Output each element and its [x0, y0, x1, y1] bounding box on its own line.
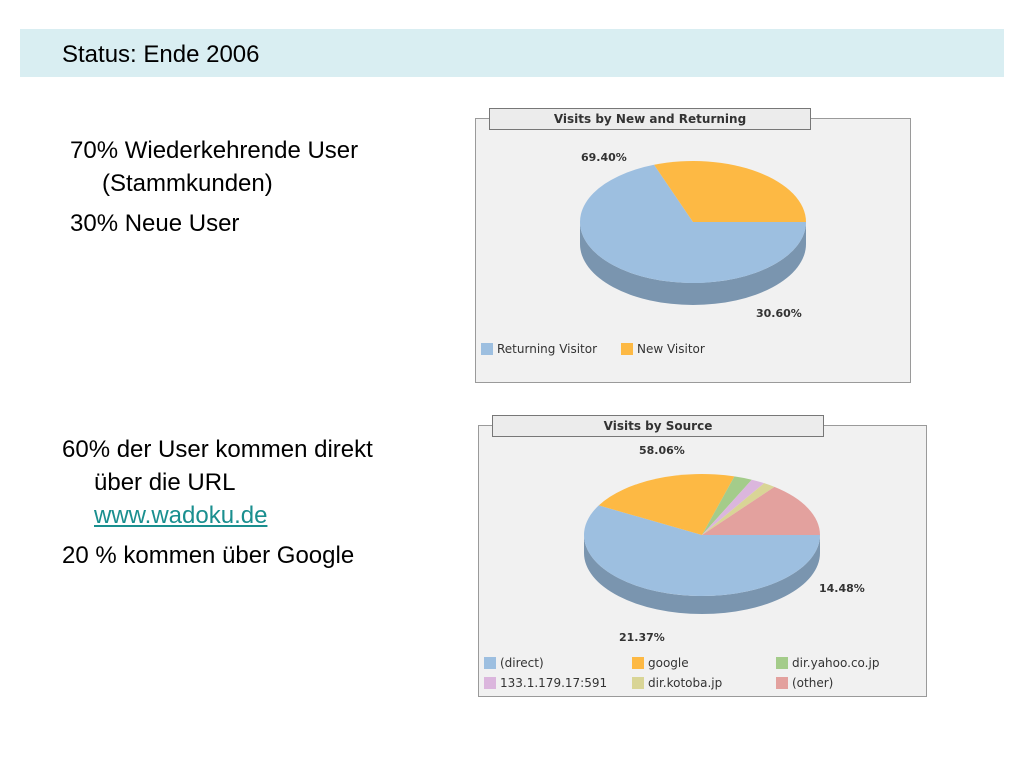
legend-swatch-4 [632, 677, 644, 689]
slide-title: Status: Ende 2006 [62, 41, 260, 68]
legend-item-1: google [632, 656, 689, 670]
legend-item-5: (other) [776, 676, 833, 690]
legend-swatch-5 [776, 677, 788, 689]
legend-swatch-2 [776, 657, 788, 669]
legend-item-3: 133.1.179.17:591 [484, 676, 607, 690]
pie-slice-4 [702, 483, 775, 535]
legend-label-1: google [648, 656, 689, 670]
legend-label-0: (direct) [500, 656, 544, 670]
legend-item-1: New Visitor [621, 342, 705, 356]
pie-side-0 [580, 222, 806, 305]
text-block-users: 70% Wiederkehrende User (Stammkunden) 30… [70, 134, 358, 240]
text-block-sources: 60% der User kommen direkt über die URL … [62, 433, 373, 572]
legend-item-4: dir.kotoba.jp [632, 676, 722, 690]
pie-chart-new-returning: 69.40% 30.60% [580, 151, 806, 320]
pie-slice-0 [584, 505, 820, 596]
text-returning-users: 70% Wiederkehrende User [70, 137, 359, 164]
legend-swatch-0 [481, 343, 493, 355]
pie-value-label-0: 58.06% [639, 444, 685, 457]
chart-new-returning: 69.40% 30.60% Returning Visitor New Visito… [475, 118, 911, 383]
pie-slice-1 [654, 161, 806, 222]
legend-label-5: (other) [792, 676, 834, 690]
legend-swatch-3 [484, 677, 496, 689]
text-direct-users: 60% der User kommen direkt [62, 436, 373, 463]
pie-value-label-1: 21.37% [619, 631, 665, 644]
legend-label-3: 133.1.179.17:591 [500, 676, 608, 690]
pie-side-0 [584, 535, 820, 614]
text-new-users: 30% Neue User [70, 210, 240, 237]
legend-label-4: dir.kotoba.jp [648, 676, 723, 690]
pie-slice-1 [598, 474, 735, 535]
text-google-users: 20 % kommen über Google [62, 542, 355, 569]
legend-label-0: Returning Visitor [497, 342, 598, 356]
pie-slice-3 [702, 479, 765, 535]
slide-title-bar: Status: Ende 2006 [20, 29, 1004, 77]
legend-source: (direct) google dir.yahoo.co.jp 133.1.179.1… [484, 656, 924, 692]
pie-value-label-5: 14.48% [819, 582, 865, 595]
pie-value-label-1: 30.60% [756, 307, 802, 320]
chart-source: 58.06% 21.37% 14.48% (direct) google dir.yah… [478, 425, 927, 697]
text-direct-users-cont: über die URL [94, 469, 236, 496]
chart-title-new-returning: Visits by New and Returning [489, 108, 811, 130]
legend-swatch-0 [484, 657, 496, 669]
pie-slice-2 [702, 476, 752, 535]
pie-chart-source: 58.06% 21.37% 14.48% [584, 444, 865, 644]
legend-swatch-1 [621, 343, 633, 355]
text-returning-users-cont: (Stammkunden) [102, 170, 273, 197]
pie-value-label-0: 69.40% [581, 151, 627, 164]
legend-item-0: Returning Visitor [481, 342, 597, 356]
pie-slice-0 [580, 164, 806, 283]
legend-item-0: (direct) [484, 656, 544, 670]
legend-item-2: dir.yahoo.co.jp [776, 656, 879, 670]
wadoku-link[interactable]: www.wadoku.de [94, 502, 268, 529]
legend-label-2: dir.yahoo.co.jp [792, 656, 880, 670]
chart-title-source: Visits by Source [492, 415, 824, 437]
legend-new-returning: Returning Visitor New Visitor [481, 342, 901, 362]
pie-side-group [584, 535, 820, 614]
pie-slice-5 [702, 486, 820, 535]
pie-side-group [580, 222, 806, 305]
legend-label-1: New Visitor [637, 342, 705, 356]
legend-swatch-1 [632, 657, 644, 669]
